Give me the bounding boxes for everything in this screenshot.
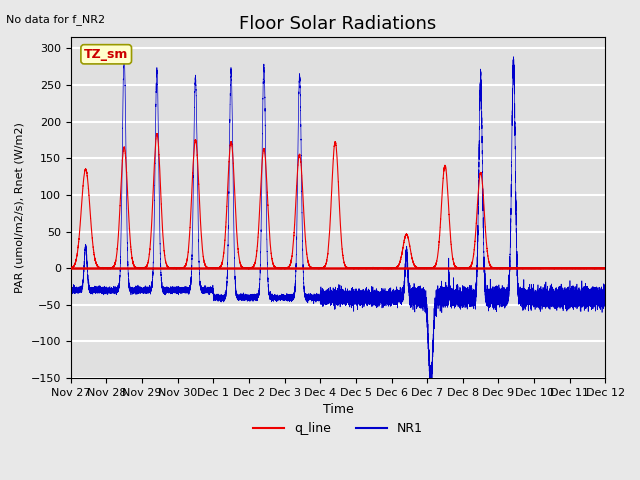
NR1 bbox=[504, 291, 511, 297]
Line: NR1: NR1 bbox=[70, 54, 605, 378]
NR1 bbox=[120, 51, 128, 57]
NR1 bbox=[408, 297, 416, 303]
q_line bbox=[173, 266, 180, 272]
q_line bbox=[497, 265, 504, 271]
q_line bbox=[468, 258, 476, 264]
q_line bbox=[153, 131, 161, 137]
NR1 bbox=[602, 296, 609, 302]
q_line bbox=[67, 265, 74, 271]
NR1 bbox=[468, 290, 476, 296]
Text: TZ_sm: TZ_sm bbox=[84, 48, 129, 61]
Line: q_line: q_line bbox=[70, 134, 605, 269]
NR1 bbox=[483, 293, 491, 299]
Text: No data for f_NR2: No data for f_NR2 bbox=[6, 14, 106, 25]
q_line bbox=[95, 264, 102, 270]
q_line bbox=[408, 255, 416, 261]
Y-axis label: PAR (umol/m2/s), Rnet (W/m2): PAR (umol/m2/s), Rnet (W/m2) bbox=[15, 122, 25, 293]
X-axis label: Time: Time bbox=[323, 403, 353, 417]
NR1 bbox=[67, 287, 74, 292]
q_line bbox=[602, 265, 609, 271]
Title: Floor Solar Radiations: Floor Solar Radiations bbox=[239, 15, 436, 33]
NR1 bbox=[426, 375, 434, 381]
q_line bbox=[504, 265, 511, 271]
NR1 bbox=[497, 296, 504, 302]
q_line bbox=[483, 247, 491, 253]
NR1 bbox=[95, 289, 102, 295]
Legend: q_line, NR1: q_line, NR1 bbox=[248, 417, 428, 440]
